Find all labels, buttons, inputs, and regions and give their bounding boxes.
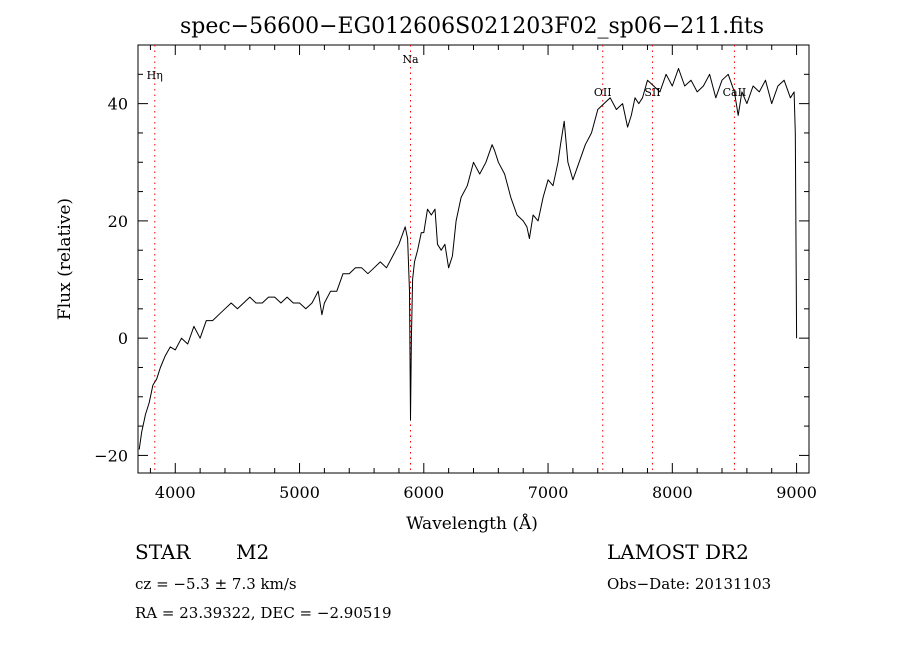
line-marker-label: OII xyxy=(594,86,612,99)
x-tick-label: 4000 xyxy=(155,483,196,502)
x-tick-label: 6000 xyxy=(403,483,444,502)
chart-title: spec−56600−EG012606S021203F02_sp06−211.f… xyxy=(180,14,764,39)
axis-ticks: 4000 5000 6000 7000 8000 9000 −20 0 20 40 xyxy=(94,45,817,502)
line-marker-label: Hη xyxy=(147,69,163,82)
coordinates-readout: RA = 23.39322, DEC = −2.90519 xyxy=(135,604,392,622)
line-marker-label: SII xyxy=(644,86,660,99)
redshift-readout: cz = −5.3 ± 7.3 km/s xyxy=(135,575,297,593)
x-tick-label: 7000 xyxy=(528,483,569,502)
observation-date: Obs−Date: 20131103 xyxy=(607,575,772,593)
plot-frame xyxy=(137,44,810,474)
y-tick-label: 40 xyxy=(108,95,128,114)
x-tick-label: 9000 xyxy=(776,483,817,502)
x-axis-label: Wavelength (Å) xyxy=(406,513,538,534)
y-tick-label: −20 xyxy=(94,446,128,465)
y-axis-label: Flux (relative) xyxy=(55,198,75,320)
object-class: STAR xyxy=(135,540,191,564)
object-subclass: M2 xyxy=(236,540,270,564)
survey-name: LAMOST DR2 xyxy=(607,540,749,564)
line-marker-label: Na xyxy=(402,53,419,66)
x-tick-label: 8000 xyxy=(652,483,693,502)
y-tick-label: 0 xyxy=(118,329,128,348)
x-tick-label: 5000 xyxy=(279,483,320,502)
spectrum-line-0 xyxy=(138,68,798,450)
y-tick-label: 20 xyxy=(108,212,128,231)
spectrum-series xyxy=(138,68,798,450)
